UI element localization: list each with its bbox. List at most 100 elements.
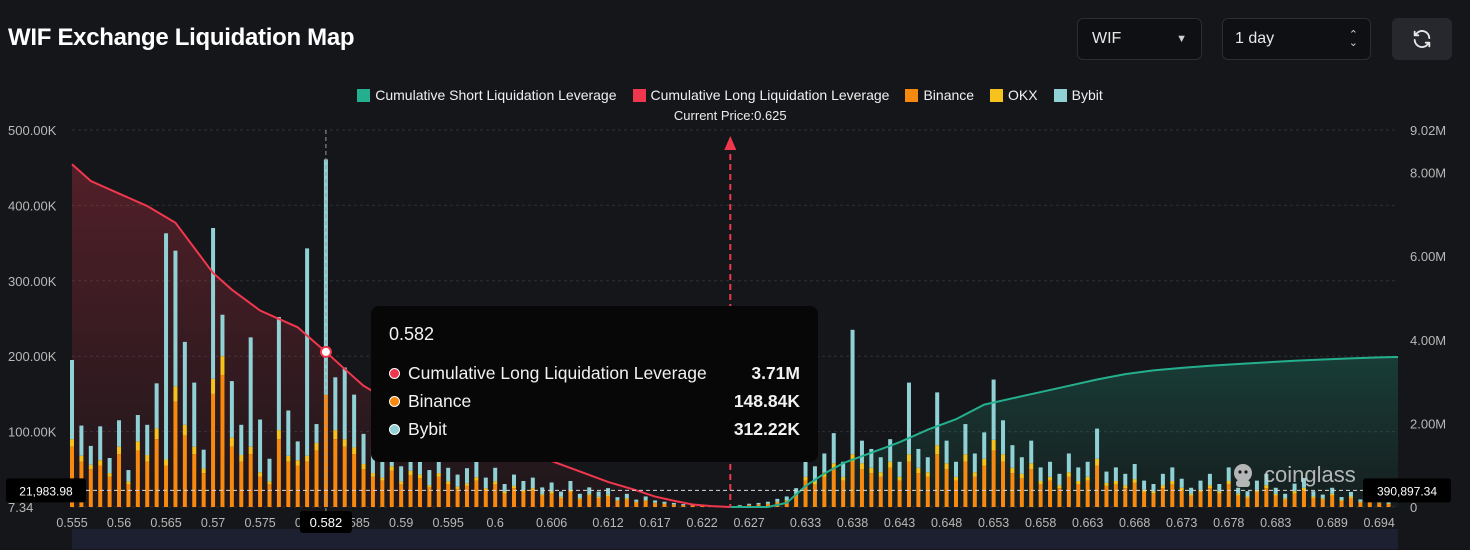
bar-binance xyxy=(88,469,93,507)
coin-select[interactable]: WIF ▼ xyxy=(1077,18,1202,60)
bar-binance xyxy=(784,500,789,507)
range-select-value: 1 day xyxy=(1235,30,1275,47)
bar-okx xyxy=(474,477,479,481)
bar-binance xyxy=(464,485,469,507)
bar-binance xyxy=(1038,484,1043,507)
bar-okx xyxy=(483,488,488,491)
coinglass-watermark: coinglass xyxy=(1228,460,1356,490)
x-tick-label: 0.678 xyxy=(1213,516,1244,530)
bar-okx xyxy=(1029,463,1034,470)
bar-binance xyxy=(474,480,479,507)
bar-bybit xyxy=(1264,473,1269,486)
bar-binance xyxy=(333,439,338,507)
bar-okx xyxy=(211,378,216,394)
bar-bybit xyxy=(211,228,216,379)
bar-binance xyxy=(1311,497,1316,507)
bar-binance xyxy=(1066,476,1071,507)
bar-binance xyxy=(276,439,281,507)
bar-binance xyxy=(822,476,827,507)
bar-okx xyxy=(859,463,864,470)
bar-binance xyxy=(342,446,347,507)
bar-binance xyxy=(1320,499,1325,507)
bar-binance xyxy=(305,461,310,507)
bar-binance xyxy=(1113,484,1118,507)
bar-binance xyxy=(954,480,958,507)
bar-bybit xyxy=(1207,473,1212,486)
legend-item-short[interactable]: Cumulative Short Liquidation Leverage xyxy=(357,87,617,103)
bar-okx xyxy=(98,460,103,466)
bar-okx xyxy=(963,454,968,462)
bar-binance xyxy=(1273,495,1278,507)
bar-okx xyxy=(267,481,272,485)
bar-okx xyxy=(596,496,601,498)
bar-okx xyxy=(568,490,573,492)
bar-bybit xyxy=(192,382,197,447)
bar-bybit xyxy=(1104,471,1109,483)
bar-bybit xyxy=(474,459,479,478)
bar-bybit xyxy=(1358,499,1363,502)
bar-okx xyxy=(154,428,159,440)
bar-bybit xyxy=(1010,445,1015,468)
bar-bybit xyxy=(841,461,846,477)
bar-okx xyxy=(1057,485,1062,489)
bar-bybit xyxy=(417,453,422,475)
x-tick-label: 0.638 xyxy=(837,516,868,530)
y-left-tick-label: 200.00K xyxy=(8,349,57,364)
bar-bybit xyxy=(765,501,770,504)
range-select[interactable]: 1 day ⌃ ⌄ xyxy=(1222,18,1371,60)
legend-item-binance[interactable]: Binance xyxy=(905,87,974,103)
bar-binance xyxy=(201,473,206,507)
bar-bybit xyxy=(925,457,930,473)
bar-bybit xyxy=(1189,487,1194,494)
bar-okx xyxy=(850,454,855,462)
bar-okx xyxy=(1320,498,1325,500)
bar-bybit xyxy=(1339,497,1344,501)
bar-binance xyxy=(831,469,836,507)
legend-item-long[interactable]: Cumulative Long Liquidation Leverage xyxy=(632,87,889,103)
bar-bybit xyxy=(1198,480,1203,490)
bar-bybit xyxy=(822,453,827,473)
bar-bybit xyxy=(512,474,516,486)
x-tick-label: 0.595 xyxy=(433,516,464,530)
legend-item-okx[interactable]: OKX xyxy=(990,87,1038,103)
bar-okx xyxy=(1189,493,1194,496)
bar-okx xyxy=(1339,500,1344,501)
bar-bybit xyxy=(653,500,658,503)
bar-binance xyxy=(944,469,949,507)
legend-item-bybit[interactable]: Bybit xyxy=(1053,87,1103,103)
bar-okx xyxy=(1113,480,1118,485)
bar-okx xyxy=(1226,480,1231,485)
bar-okx xyxy=(173,386,178,402)
bar-bybit xyxy=(88,445,93,465)
bar-bybit xyxy=(98,426,103,461)
bar-okx xyxy=(126,481,131,485)
bar-bybit xyxy=(79,425,84,456)
bar-binance xyxy=(963,461,968,507)
bar-okx xyxy=(1132,479,1137,483)
bar-bybit xyxy=(201,449,206,469)
bar-bybit xyxy=(352,394,357,448)
bar-binance xyxy=(587,495,592,507)
bar-binance xyxy=(906,461,911,507)
bar-okx xyxy=(888,461,893,468)
bar-bybit xyxy=(239,424,244,455)
bar-bybit xyxy=(248,337,253,447)
bar-bybit xyxy=(333,377,338,431)
bar-okx xyxy=(831,463,836,470)
bar-okx xyxy=(1076,480,1081,485)
bar-bybit xyxy=(1226,467,1231,481)
tooltip-row-binance: Binance 148.84K xyxy=(389,387,800,415)
bar-binance xyxy=(1264,488,1269,507)
x-axis-band xyxy=(72,529,1398,549)
refresh-button[interactable] xyxy=(1392,18,1452,60)
bar-bybit xyxy=(606,488,611,495)
bar-binance xyxy=(455,488,460,507)
bar-binance xyxy=(107,476,112,507)
bar-binance xyxy=(164,465,169,507)
tooltip-title: 0.582 xyxy=(389,324,435,344)
bar-okx xyxy=(1048,476,1053,481)
bar-okx xyxy=(1236,493,1241,496)
bar-okx xyxy=(135,441,140,451)
bar-bybit xyxy=(135,415,140,442)
